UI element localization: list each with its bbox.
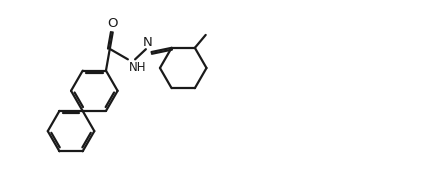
Text: N: N <box>143 36 153 49</box>
Text: NH: NH <box>129 61 147 74</box>
Text: O: O <box>107 17 118 30</box>
